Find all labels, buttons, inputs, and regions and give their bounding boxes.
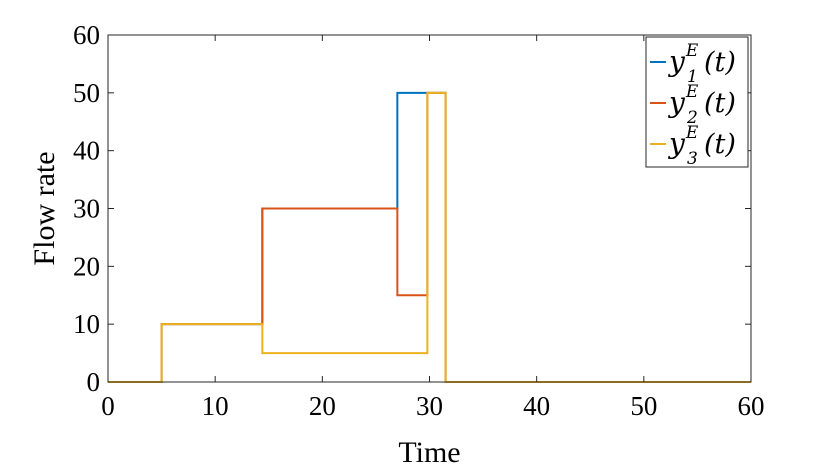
x-tick-label: 40: [523, 391, 550, 421]
x-tick-label: 50: [630, 391, 657, 421]
y-axis-title: Flow rate: [28, 151, 61, 265]
legend-entry-2: yE 2 (t): [667, 82, 736, 128]
legend: yE 1 (t)yE 2 (t)yE 3 (t): [645, 36, 749, 169]
tick-labels-layer: 0 10 20 30 40 50 60 0 10 20 30 40 50 60: [73, 20, 765, 421]
y-tick-label: 10: [73, 309, 100, 339]
y-tick-label: 30: [73, 194, 100, 224]
series-layer: [108, 91, 751, 383]
y-tick-label: 60: [73, 20, 100, 50]
y-tick-label: 0: [87, 367, 101, 397]
x-tick-label: 20: [309, 391, 336, 421]
legend-entry-3: yE 3 (t): [667, 123, 736, 169]
y-tick-label: 40: [73, 136, 100, 166]
x-tick-label: 30: [416, 391, 443, 421]
x-tick-label: 60: [738, 391, 765, 421]
y-tick-label: 20: [73, 251, 100, 281]
legend-entry-1: yE 1 (t): [667, 41, 736, 87]
ticks-layer: [107, 34, 752, 383]
x-tick-label: 0: [101, 391, 115, 421]
series-line-3: [108, 91, 751, 383]
x-tick-label: 10: [202, 391, 229, 421]
y-tick-label: 50: [73, 78, 100, 108]
x-axis-title: Time: [398, 436, 460, 468]
